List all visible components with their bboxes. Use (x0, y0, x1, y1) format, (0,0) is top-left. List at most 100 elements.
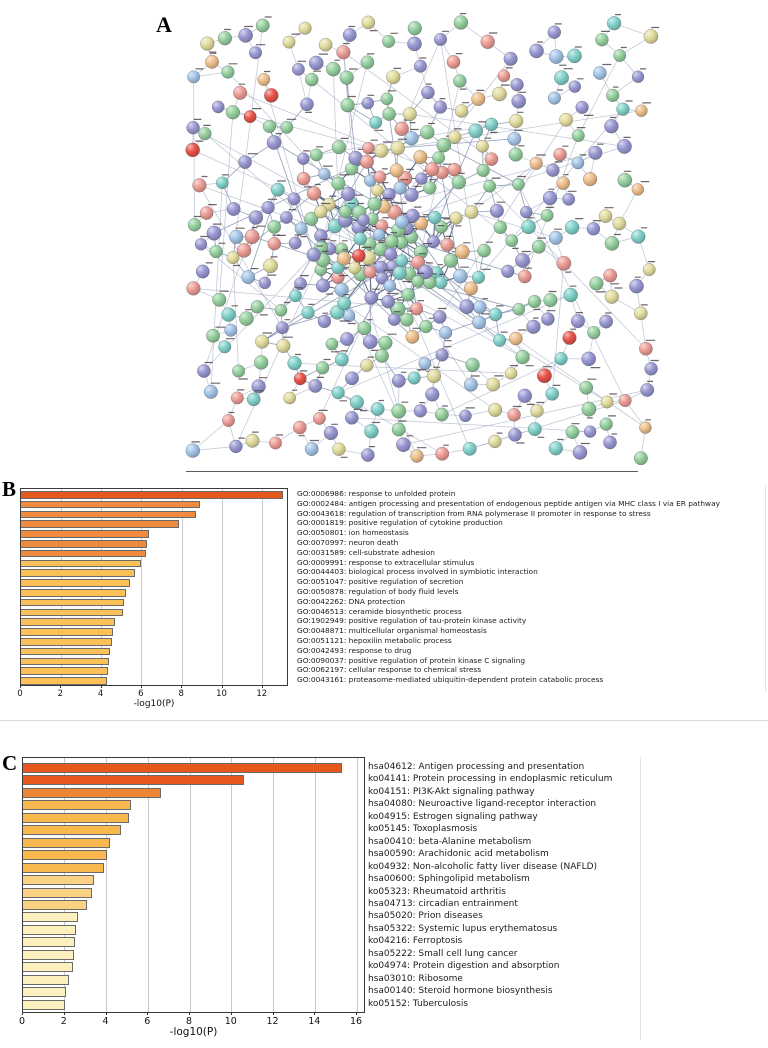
network-node (413, 150, 428, 165)
network-node (361, 15, 376, 30)
network-node (548, 441, 563, 456)
axis-tick-mark (261, 685, 263, 688)
network-node (389, 163, 404, 178)
enrichment-bar (23, 837, 110, 848)
network-node (360, 55, 375, 70)
node-label-mark (537, 41, 543, 43)
axis-tick-label: 12 (266, 1016, 279, 1027)
enrichment-bar (23, 912, 79, 923)
node-label-mark (416, 369, 427, 371)
network-node (357, 213, 370, 227)
network-node (283, 391, 297, 405)
network-node (407, 36, 422, 52)
node-label-mark (264, 16, 272, 18)
network-node (512, 178, 525, 191)
network-node (206, 328, 220, 343)
gridline (189, 758, 191, 1012)
network-node (287, 356, 302, 371)
network-node (332, 442, 346, 456)
node-label-mark (353, 408, 363, 410)
network-node (238, 28, 253, 43)
network-node (604, 289, 619, 304)
network-node (434, 220, 448, 234)
enrichment-bar (21, 491, 283, 499)
network-node (339, 70, 354, 85)
term-label: hsa05322: Systemic lupus erythematosus (368, 923, 558, 934)
node-label-mark (406, 168, 414, 170)
network-node (331, 139, 347, 155)
network-node (280, 211, 293, 224)
node-label-mark (476, 89, 485, 91)
node-label-mark (443, 218, 451, 220)
network-edge (218, 106, 382, 152)
node-label-mark (634, 276, 641, 278)
network-node (436, 137, 452, 153)
node-label-mark (225, 338, 235, 340)
node-label-mark (423, 243, 433, 245)
node-label-mark (284, 319, 291, 321)
term-label: GO:0090037: positive regulation of prote… (297, 655, 526, 665)
network-edge (346, 77, 357, 159)
axis-tick-mark (230, 1012, 232, 1015)
node-label-mark (605, 312, 612, 314)
enrichment-bar (21, 618, 115, 626)
network-node (562, 192, 576, 206)
term-label: GO:0051121: hepoxilin metabolic process (297, 635, 452, 645)
network-node (236, 243, 252, 258)
network-node (334, 352, 349, 367)
network-node (250, 300, 265, 314)
term-label: hsa05020: Prion diseases (368, 911, 483, 922)
node-label-mark (359, 410, 368, 412)
x-axis-label-b: -log10(P) (133, 699, 175, 709)
network-node (336, 45, 351, 60)
node-label-mark (341, 240, 348, 242)
node-label-mark (298, 435, 305, 437)
node-label-mark (320, 238, 330, 240)
node-label-mark (396, 299, 405, 301)
network-node (581, 351, 597, 367)
node-label-mark (275, 434, 284, 436)
node-label-mark (252, 108, 262, 110)
network-node (217, 31, 233, 46)
network-node (306, 186, 322, 201)
node-label-mark (275, 133, 282, 135)
network-node (581, 401, 597, 417)
node-label-mark (238, 437, 245, 439)
node-label-mark (419, 57, 427, 59)
node-label-mark (465, 407, 475, 409)
network-node (380, 92, 394, 106)
network-node (606, 88, 620, 103)
network-node (515, 349, 530, 365)
node-label-mark (387, 90, 396, 92)
network-node (372, 228, 386, 242)
node-label-mark (647, 261, 656, 263)
network-node (631, 229, 646, 244)
node-label-mark (482, 298, 489, 300)
network-node (643, 29, 659, 44)
node-label-mark (291, 33, 301, 35)
network-node (357, 321, 372, 336)
node-label-mark (459, 266, 470, 268)
network-node (426, 368, 442, 384)
network-node (267, 236, 282, 251)
enrichment-bar (21, 647, 110, 656)
term-label: ko05323: Rheumatoid arthritis (368, 886, 506, 897)
network-node (464, 205, 479, 220)
node-label-mark (372, 288, 380, 290)
axis-tick-mark (356, 1012, 357, 1015)
network-node (548, 230, 563, 245)
node-label-mark (370, 139, 378, 141)
network-node (308, 378, 323, 393)
node-label-mark (453, 128, 462, 130)
node-label-mark (455, 53, 463, 55)
node-label-mark (526, 403, 535, 405)
network-edge (440, 39, 479, 278)
network-node (519, 205, 533, 219)
network-edge (343, 302, 496, 411)
enrichment-bar (21, 677, 107, 685)
node-label-mark (334, 59, 341, 61)
network-node (198, 126, 212, 141)
node-label-mark (406, 435, 414, 437)
node-label-mark (210, 52, 217, 54)
network-node (542, 190, 558, 206)
